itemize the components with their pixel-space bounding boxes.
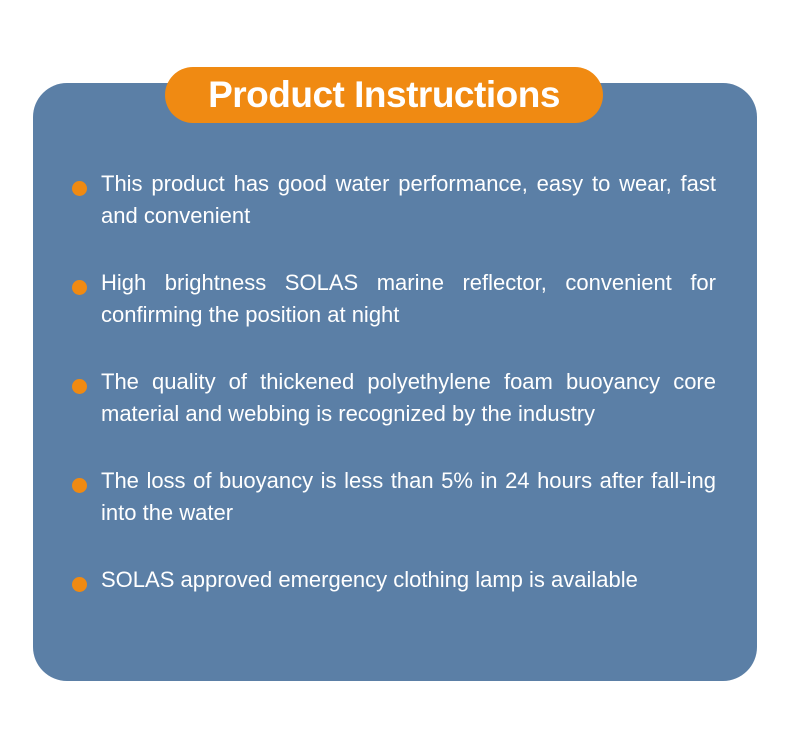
list-item: SOLAS approved emergency clothing lamp i… [70,564,716,596]
list-item: This product has good water performance,… [70,168,716,232]
list-item: The loss of buoyancy is less than 5% in … [70,465,716,529]
instructions-panel [33,83,757,681]
list-item-text: This product has good water performance,… [101,171,716,228]
bullet-dot-icon [72,181,87,196]
title-banner: Product Instructions [165,67,603,123]
bullet-dot-icon [72,379,87,394]
list-item-text: High brightness SOLAS marine reflector, … [101,270,716,327]
page-title: Product Instructions [208,74,560,115]
list-item: High brightness SOLAS marine reflector, … [70,267,716,331]
list-item-text: The quality of thickened polyethylene fo… [101,369,716,426]
bullet-dot-icon [72,577,87,592]
list-item-text: The loss of buoyancy is less than 5% in … [101,468,716,525]
list-item: The quality of thickened polyethylene fo… [70,366,716,430]
list-item-text: SOLAS approved emergency clothing lamp i… [101,567,638,592]
bullet-dot-icon [72,478,87,493]
bullet-dot-icon [72,280,87,295]
